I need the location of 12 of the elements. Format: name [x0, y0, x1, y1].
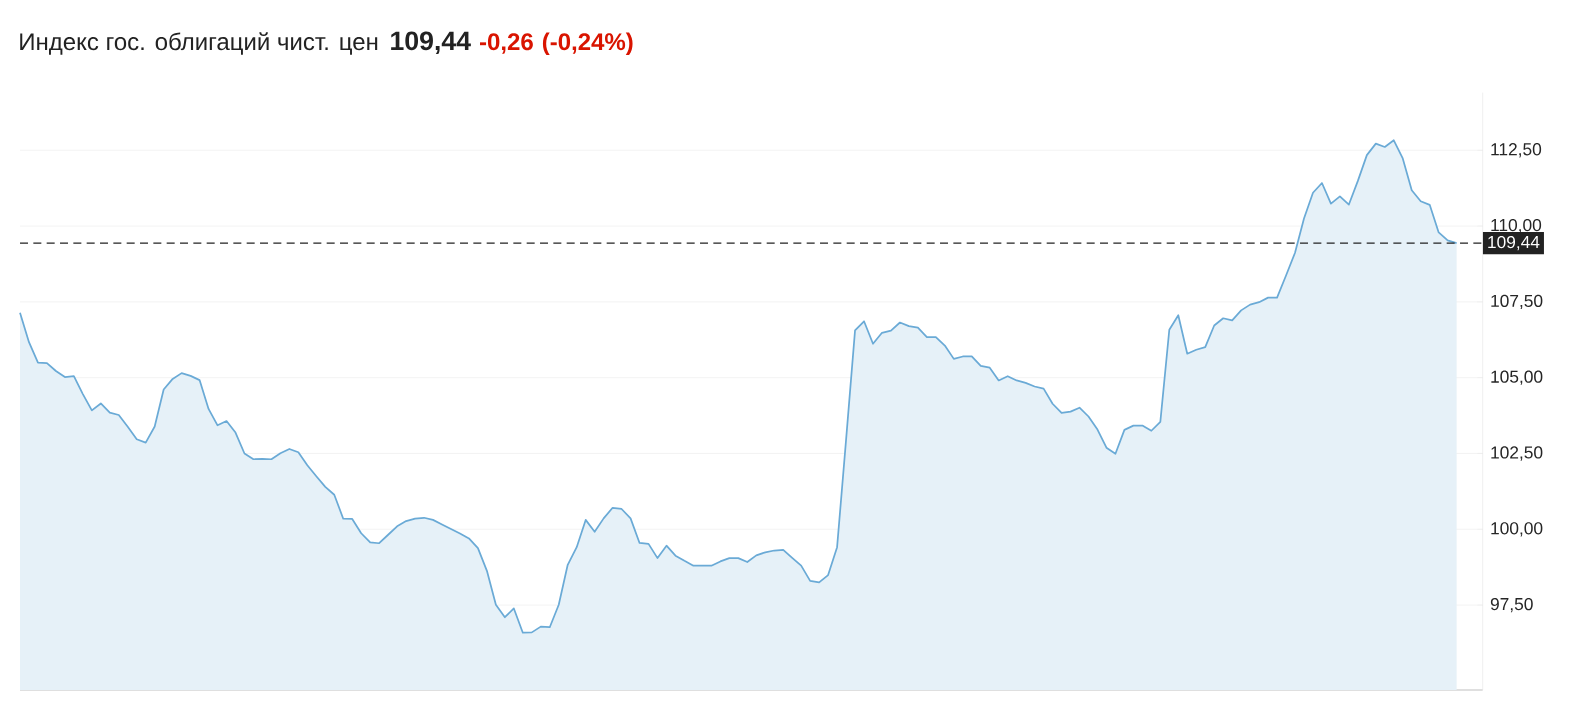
- y-tick-label: 110,00: [1491, 218, 1542, 234]
- text: -0,26: [479, 33, 533, 54]
- text: (-0,24%): [542, 32, 633, 55]
- y-tick-label: 100,00: [1491, 522, 1543, 537]
- ref-line-label: 109,44: [1488, 235, 1540, 251]
- chart-title: Индекс гос. облигаций чист. цен: [20, 32, 378, 55]
- text: 109,44: [391, 31, 471, 55]
- y-tick-label: 102,50: [1491, 446, 1543, 461]
- y-tick-label: 112,50: [1491, 143, 1542, 158]
- y-tick-label: 107,50: [1491, 294, 1543, 310]
- y-tick-label: 105,00: [1491, 370, 1543, 385]
- y-tick-label: 97,50: [1490, 597, 1533, 613]
